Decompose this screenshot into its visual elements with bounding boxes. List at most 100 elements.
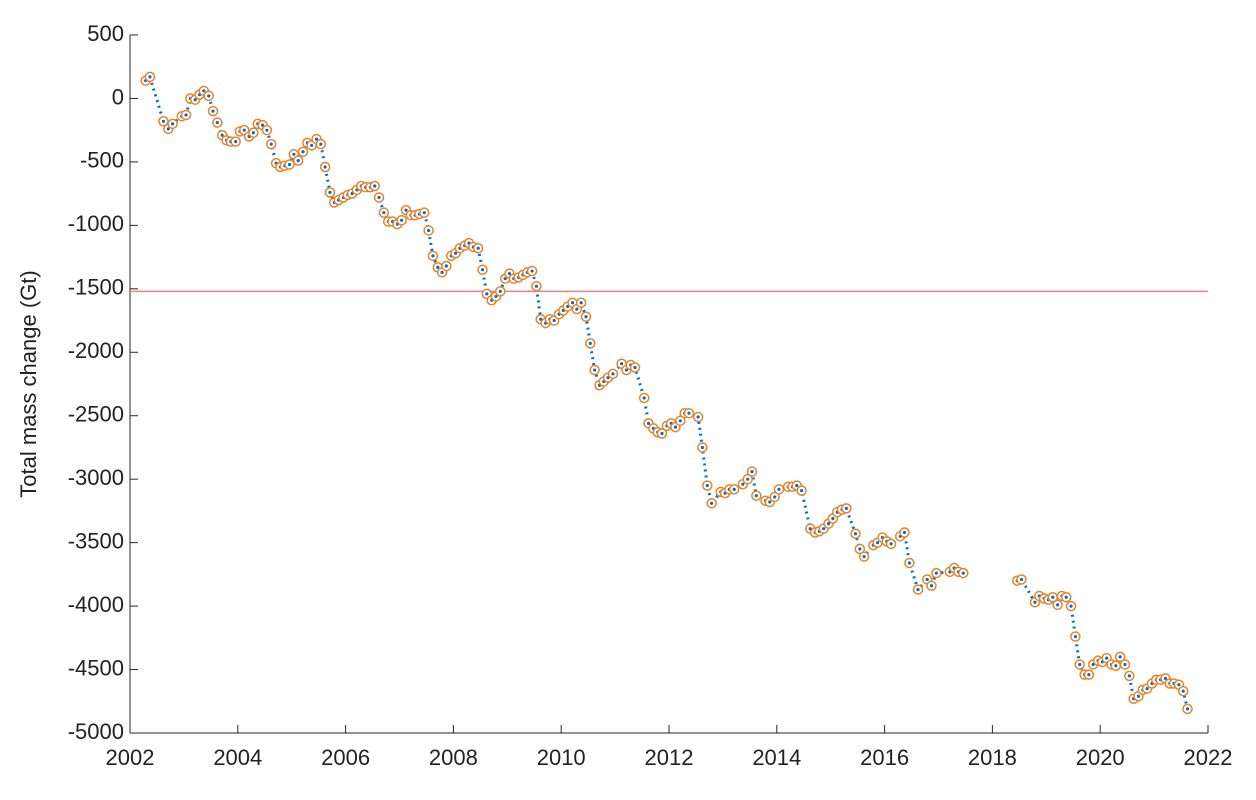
y-tick-label: -5000 [68,719,124,744]
data-point-center [314,137,319,141]
data-point-center [436,265,440,269]
y-axis-label: Total mass change (Gt) [16,270,41,497]
data-point-center [624,368,629,372]
data-point-center [642,396,646,400]
x-tick-label: 2008 [429,745,478,770]
data-point-center [593,368,597,372]
data-point-center [1051,595,1055,599]
data-point-center [934,571,938,575]
data-point-center [1127,674,1131,678]
data-point-center [687,411,691,415]
data-point-center [265,128,269,132]
data-point-center [453,251,458,255]
y-tick-label: -3500 [68,528,124,553]
data-point-center [296,159,300,163]
data-point-center [732,487,736,491]
x-tick-label: 2010 [537,745,586,770]
data-point-center [480,268,485,272]
data-point-center [907,561,911,565]
data-point-center [822,527,826,531]
data-point-center [844,506,848,510]
data-point-center [498,289,502,293]
data-point-center [328,190,332,194]
data-point-center [1069,604,1073,608]
data-point-center [773,495,777,499]
data-point-center [858,547,862,551]
data-point-center [400,218,404,222]
data-point-center [826,522,831,526]
data-point-center [696,415,700,419]
data-point-center [476,246,480,250]
data-point-center [260,123,265,127]
x-tick-label: 2018 [968,745,1017,770]
data-point-center [705,483,709,488]
data-point-center [184,113,188,117]
data-point-center [1064,595,1068,599]
data-point-center [619,362,624,366]
x-tick-label: 2014 [752,745,801,770]
data-point-center [929,584,934,588]
y-tick-label: -500 [80,148,124,173]
data-point-center [530,269,534,273]
y-tick-label: -2000 [68,338,124,363]
data-point-center [220,133,224,137]
data-point-center [202,89,206,93]
x-tick-label: 2016 [860,745,909,770]
data-point-center [709,501,714,505]
data-point-center [440,270,444,274]
data-point-center [431,254,435,258]
data-point-center [925,577,929,582]
x-tick-label: 2006 [321,745,370,770]
data-point-center [1185,707,1190,711]
data-point-center [287,162,292,167]
data-point-center [754,494,758,498]
data-point-center [1087,673,1091,677]
data-point-center [444,264,448,268]
data-point-center [799,489,804,493]
y-tick-label: -1000 [68,211,124,236]
data-point-center [750,469,754,474]
data-point-center [584,315,588,319]
data-point-center [660,431,664,436]
x-tick-label: 2012 [645,745,694,770]
data-point-center [1019,577,1024,582]
data-point-center [1073,634,1078,639]
x-tick-label: 2002 [106,745,155,770]
data-point-center [377,195,381,200]
data-point-center [795,483,799,488]
data-point-center [382,211,386,215]
data-point-center [234,140,238,144]
data-point-center [193,98,197,102]
x-tick-label: 2020 [1076,745,1125,770]
data-point-center [161,119,166,123]
data-point-center [831,516,835,521]
data-point-center [373,184,377,188]
data-point-center [673,425,678,429]
y-tick-label: -1500 [68,275,124,300]
data-point-center [777,487,781,491]
data-point-center [485,292,489,296]
data-point-center [1033,600,1037,604]
data-point-center [853,532,858,536]
y-tick-label: 0 [112,84,124,109]
data-point-center [646,421,651,425]
data-point-center [534,284,539,288]
data-point-center [310,143,314,148]
data-point-center [422,211,426,215]
data-point-center [1078,662,1082,667]
data-point-center [875,541,880,545]
data-point-center [700,445,705,450]
data-point-center [323,165,327,169]
data-point-center [1145,686,1149,691]
data-point-center [292,152,296,156]
data-point-center [427,228,431,233]
data-point-center [588,341,592,345]
data-point-center [269,142,273,146]
data-point-center [1056,603,1060,607]
y-tick-label: 500 [87,21,124,46]
data-point-center [961,571,965,575]
data-point-center [242,128,246,132]
data-point-center [215,120,219,125]
